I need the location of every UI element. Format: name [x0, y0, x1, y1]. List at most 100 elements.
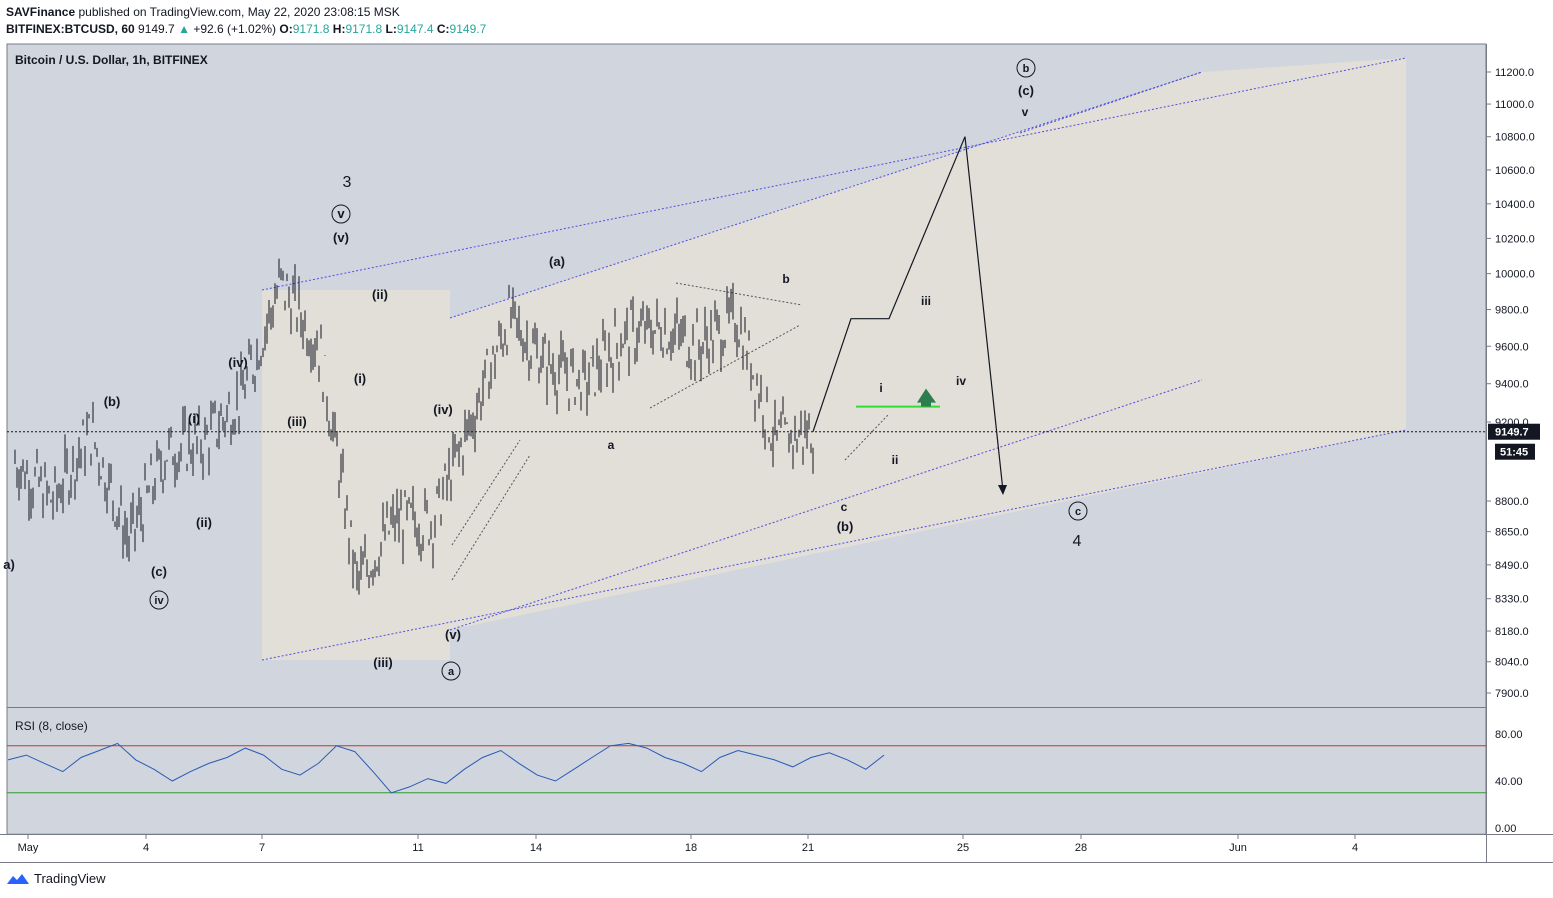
- wave-label: b: [782, 272, 789, 286]
- published-text: published on TradingView.com, May 22, 20…: [78, 5, 400, 19]
- publish-info: SAVFinance published on TradingView.com,…: [6, 5, 400, 19]
- wave-label-text: (c): [1018, 83, 1034, 98]
- wave-label: v: [331, 204, 351, 224]
- low-value: 9147.4: [396, 22, 434, 36]
- wave-label-text: (ii): [196, 515, 212, 530]
- y-tick-label: 9600.0: [1495, 341, 1529, 353]
- wedge-line-3: [649, 324, 801, 409]
- wave-label: (ii): [196, 515, 212, 530]
- last-price-tag: [1488, 423, 1540, 440]
- wave-label-text: (b): [837, 519, 854, 534]
- tradingview-logo-icon: [7, 873, 29, 884]
- y-tick-label: 11200.0: [1495, 67, 1534, 79]
- wave-label-text: c: [841, 500, 848, 514]
- y-tick-label: 10800.0: [1495, 132, 1535, 144]
- wave-label-text: b: [782, 272, 789, 286]
- ohlc-bar: BITFINEX:BTCUSD, 60 9149.7 ▲ +92.6 (+1.0…: [6, 22, 486, 36]
- wave-label: v: [1022, 105, 1029, 119]
- wave-label: ii: [892, 453, 899, 467]
- wedge-line-2: [451, 439, 521, 546]
- rsi-tick-label: 80.00: [1495, 729, 1523, 741]
- wave-circle: [1068, 501, 1088, 521]
- tradingview-brand[interactable]: TradingView: [6, 871, 106, 886]
- wedge-line-1: [451, 454, 531, 581]
- wave-label-text: iv: [154, 595, 164, 607]
- chart-title: Bitcoin / U.S. Dollar, 1h, BITFINEX: [15, 53, 208, 67]
- wave-label-text: i: [879, 381, 882, 395]
- wave-label-text: 3: [343, 174, 352, 191]
- price-change: +92.6 (+1.02%): [193, 22, 277, 36]
- wave-label-text: (iii): [373, 655, 393, 670]
- y-tick-label: 10600.0: [1495, 165, 1535, 177]
- wave-zone-1: [262, 290, 450, 660]
- wave-label-text: (b): [104, 394, 121, 409]
- x-tick-label: 4: [1352, 842, 1358, 854]
- wave-label: c: [841, 500, 848, 514]
- x-tick-label: 7: [259, 842, 265, 854]
- wave-label-text: v: [1022, 105, 1029, 119]
- wave-label-text: (a): [549, 254, 565, 269]
- wave-label: a: [608, 438, 615, 452]
- y-tick-label: 11000.0: [1495, 99, 1534, 111]
- y-tick-label: 8180.0: [1495, 626, 1529, 638]
- high-value: 9171.8: [345, 22, 383, 36]
- y-tick-label: 8040.0: [1495, 657, 1529, 669]
- high-label: H:: [332, 22, 346, 36]
- wave-label: i: [879, 381, 882, 395]
- close-value: 9149.7: [449, 22, 487, 36]
- wave-label-text: c: [1075, 506, 1081, 518]
- wave-label: (i): [188, 411, 200, 426]
- y-tick-label: 7900.0: [1495, 688, 1529, 700]
- y-tick-label: 10400.0: [1495, 199, 1535, 211]
- wave-label: 3: [343, 174, 352, 191]
- wave-label-text: (v): [445, 627, 461, 642]
- wave-label-text: (iv): [228, 355, 248, 370]
- countdown-text: 51:45: [1500, 447, 1528, 459]
- wave-circle: [441, 661, 461, 681]
- rsi-pane-bg: [7, 708, 1486, 833]
- y-tick-label: 10000.0: [1495, 269, 1535, 281]
- projected-path: [812, 136, 1004, 492]
- wave-label: (c): [1018, 83, 1034, 98]
- wave-label-text: (i): [354, 371, 366, 386]
- brand-label: TradingView: [34, 871, 106, 886]
- close-label: C:: [436, 22, 450, 36]
- y-tick-label: 8800.0: [1495, 496, 1529, 508]
- x-tick-label: Jun: [1229, 842, 1247, 854]
- wave-label-text: a: [608, 438, 615, 452]
- wave-label-text: b: [1023, 63, 1030, 75]
- wave-label: (iv): [433, 402, 453, 417]
- wave-label: iv: [149, 590, 169, 610]
- wave-label-text: 4: [1073, 533, 1082, 550]
- wave-label: a): [3, 557, 15, 572]
- channel-line-1: [261, 57, 1407, 291]
- x-tick-label: 18: [685, 842, 697, 854]
- wave-label-text: ii: [892, 453, 899, 467]
- symbol-label: BITFINEX:BTCUSD, 60: [6, 22, 135, 36]
- wave-label: (b): [837, 519, 854, 534]
- publisher-name[interactable]: SAVFinance: [6, 5, 76, 19]
- wave-zone-2: [450, 58, 1406, 630]
- up-arrow-stem: [921, 401, 931, 407]
- wave-label: (b): [104, 394, 121, 409]
- wave-label: (i): [354, 371, 366, 386]
- wave-label: (v): [333, 230, 349, 245]
- wave-label-text: (iii): [287, 414, 307, 429]
- y-tick-label: 8490.0: [1495, 560, 1529, 572]
- y-tick-label: 9800.0: [1495, 305, 1529, 317]
- rsi-line: [7, 742, 885, 794]
- x-tick-label: 28: [1075, 842, 1087, 854]
- wave-label: (v): [445, 627, 461, 642]
- wave-label-text: v: [337, 206, 345, 221]
- x-tick-label: 21: [802, 842, 814, 854]
- wave-label: (ii): [372, 287, 388, 302]
- wave-label: iii: [921, 294, 931, 308]
- wave-circle: [149, 590, 169, 610]
- wave-label-text: iv: [956, 374, 966, 388]
- rsi-tick-label: 40.00: [1495, 776, 1523, 788]
- countdown-tag: [1495, 443, 1535, 460]
- wave-label: (iii): [287, 414, 307, 429]
- x-tick-label: 4: [143, 842, 149, 854]
- wave-label-text: (iv): [433, 402, 453, 417]
